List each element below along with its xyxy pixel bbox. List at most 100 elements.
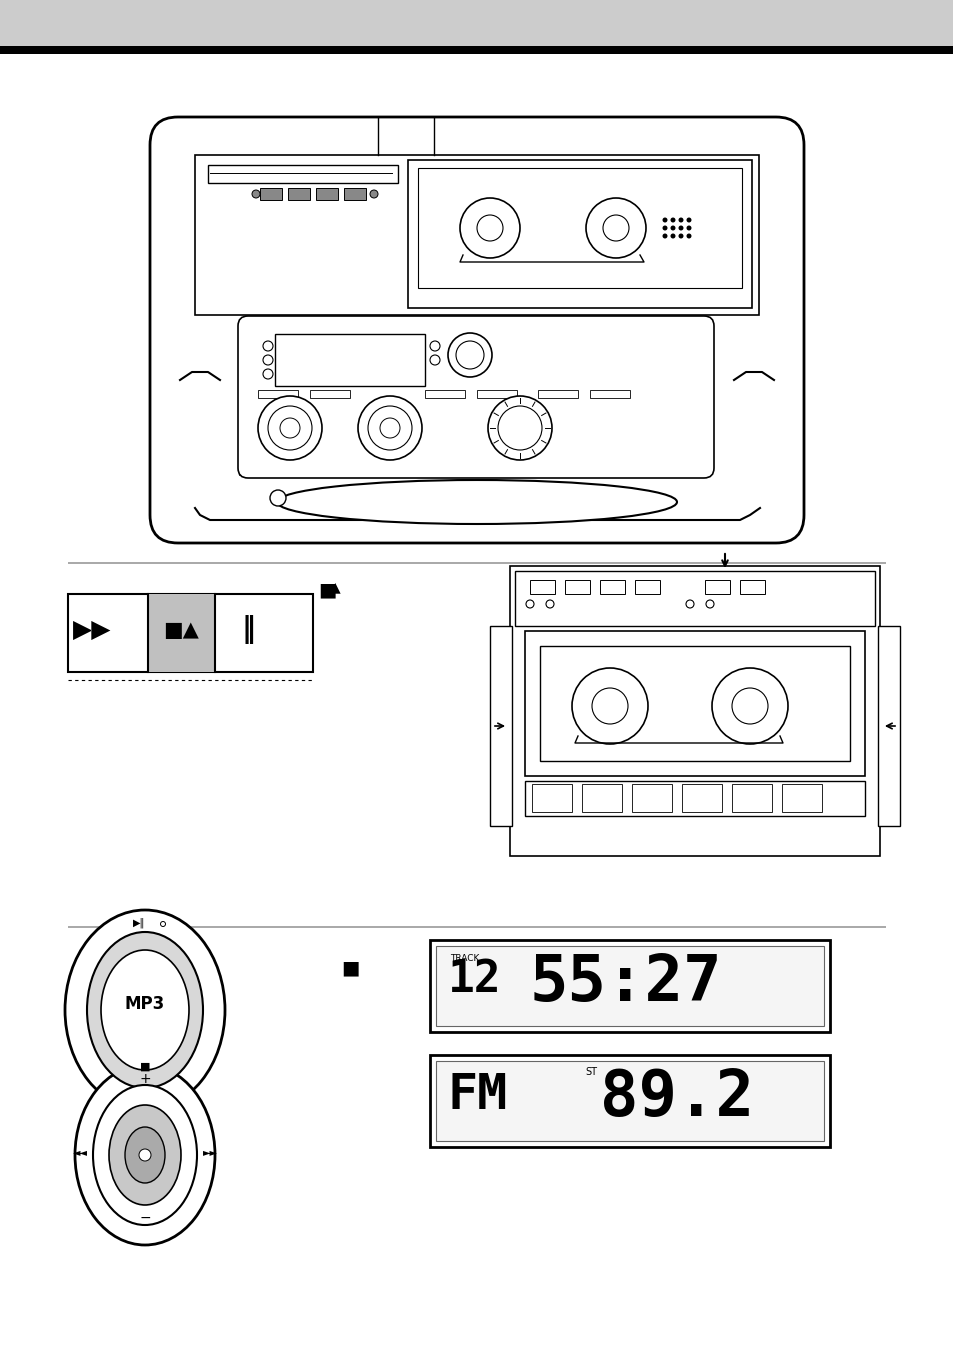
Text: ■: ■ bbox=[139, 1063, 150, 1072]
Circle shape bbox=[670, 226, 675, 230]
Circle shape bbox=[263, 369, 273, 379]
Circle shape bbox=[456, 341, 483, 369]
Bar bbox=[148, 594, 214, 672]
Bar bbox=[148, 594, 214, 672]
Circle shape bbox=[705, 600, 713, 608]
Circle shape bbox=[488, 396, 552, 460]
Text: ST: ST bbox=[584, 1067, 597, 1078]
Ellipse shape bbox=[92, 1086, 196, 1225]
Circle shape bbox=[263, 356, 273, 365]
Ellipse shape bbox=[75, 1065, 214, 1245]
Circle shape bbox=[686, 234, 691, 238]
Bar bbox=[260, 188, 282, 200]
Circle shape bbox=[592, 688, 627, 725]
Bar bbox=[0, 0, 953, 46]
Bar bbox=[539, 646, 849, 761]
Circle shape bbox=[678, 234, 682, 238]
Bar bbox=[436, 946, 823, 1026]
Bar bbox=[310, 389, 350, 397]
Circle shape bbox=[370, 191, 377, 197]
Circle shape bbox=[670, 218, 675, 223]
Bar bbox=[524, 631, 864, 776]
Text: ▲: ▲ bbox=[330, 580, 340, 594]
Circle shape bbox=[545, 600, 554, 608]
Text: MP3: MP3 bbox=[125, 995, 165, 1013]
Circle shape bbox=[252, 191, 260, 197]
Text: TRACK: TRACK bbox=[450, 955, 478, 963]
Circle shape bbox=[678, 218, 682, 223]
Circle shape bbox=[280, 418, 299, 438]
Text: 55:27: 55:27 bbox=[530, 952, 721, 1014]
Bar bbox=[68, 562, 885, 564]
Circle shape bbox=[572, 668, 647, 744]
Text: ►►: ►► bbox=[202, 1146, 217, 1157]
Circle shape bbox=[257, 396, 322, 460]
FancyBboxPatch shape bbox=[150, 118, 803, 544]
Bar bbox=[424, 389, 464, 397]
Circle shape bbox=[686, 218, 691, 223]
Bar bbox=[524, 781, 864, 817]
Text: ▶▶: ▶▶ bbox=[72, 618, 112, 642]
Circle shape bbox=[686, 226, 691, 230]
Text: 12: 12 bbox=[448, 959, 501, 1000]
Bar bbox=[599, 580, 624, 594]
Bar bbox=[68, 926, 885, 927]
Circle shape bbox=[476, 215, 502, 241]
Bar bbox=[315, 188, 337, 200]
Text: ■: ■ bbox=[340, 959, 359, 977]
Circle shape bbox=[670, 234, 675, 238]
Bar bbox=[257, 389, 297, 397]
Bar bbox=[631, 784, 671, 813]
Circle shape bbox=[448, 333, 492, 377]
Bar bbox=[194, 155, 759, 315]
Text: ▶‖: ▶‖ bbox=[132, 918, 145, 929]
Ellipse shape bbox=[109, 1105, 181, 1205]
Bar bbox=[740, 580, 764, 594]
Circle shape bbox=[379, 418, 399, 438]
Circle shape bbox=[711, 668, 787, 744]
Bar bbox=[490, 626, 512, 826]
Circle shape bbox=[497, 406, 541, 450]
Bar bbox=[510, 566, 879, 856]
Bar bbox=[208, 165, 397, 183]
Ellipse shape bbox=[276, 480, 677, 525]
Bar bbox=[581, 784, 621, 813]
Bar bbox=[288, 188, 310, 200]
Circle shape bbox=[357, 396, 421, 460]
Text: ■: ■ bbox=[317, 580, 336, 599]
Circle shape bbox=[685, 600, 693, 608]
Circle shape bbox=[661, 218, 667, 223]
Bar bbox=[417, 168, 741, 288]
Bar bbox=[68, 594, 313, 672]
Ellipse shape bbox=[101, 950, 189, 1069]
Text: ◄◄: ◄◄ bbox=[72, 1146, 88, 1157]
Circle shape bbox=[525, 600, 534, 608]
Bar bbox=[781, 784, 821, 813]
Bar bbox=[532, 784, 572, 813]
Text: FM: FM bbox=[448, 1071, 508, 1119]
Circle shape bbox=[661, 234, 667, 238]
Bar bbox=[476, 389, 517, 397]
Bar bbox=[344, 188, 366, 200]
Circle shape bbox=[430, 356, 439, 365]
Bar bbox=[537, 389, 578, 397]
Circle shape bbox=[430, 341, 439, 352]
Circle shape bbox=[139, 1149, 151, 1161]
Text: ‖: ‖ bbox=[241, 615, 254, 645]
Bar bbox=[408, 160, 751, 308]
Bar bbox=[274, 334, 424, 387]
Text: +: + bbox=[139, 1072, 151, 1086]
FancyBboxPatch shape bbox=[237, 316, 713, 479]
Bar bbox=[0, 46, 953, 54]
Circle shape bbox=[731, 688, 767, 725]
Text: −: − bbox=[139, 1211, 151, 1225]
Circle shape bbox=[678, 226, 682, 230]
Circle shape bbox=[160, 922, 165, 926]
Circle shape bbox=[459, 197, 519, 258]
Ellipse shape bbox=[65, 910, 225, 1110]
Text: 89.2: 89.2 bbox=[599, 1067, 753, 1129]
Bar bbox=[430, 1055, 829, 1146]
Bar bbox=[436, 1061, 823, 1141]
Circle shape bbox=[263, 341, 273, 352]
Circle shape bbox=[585, 197, 645, 258]
